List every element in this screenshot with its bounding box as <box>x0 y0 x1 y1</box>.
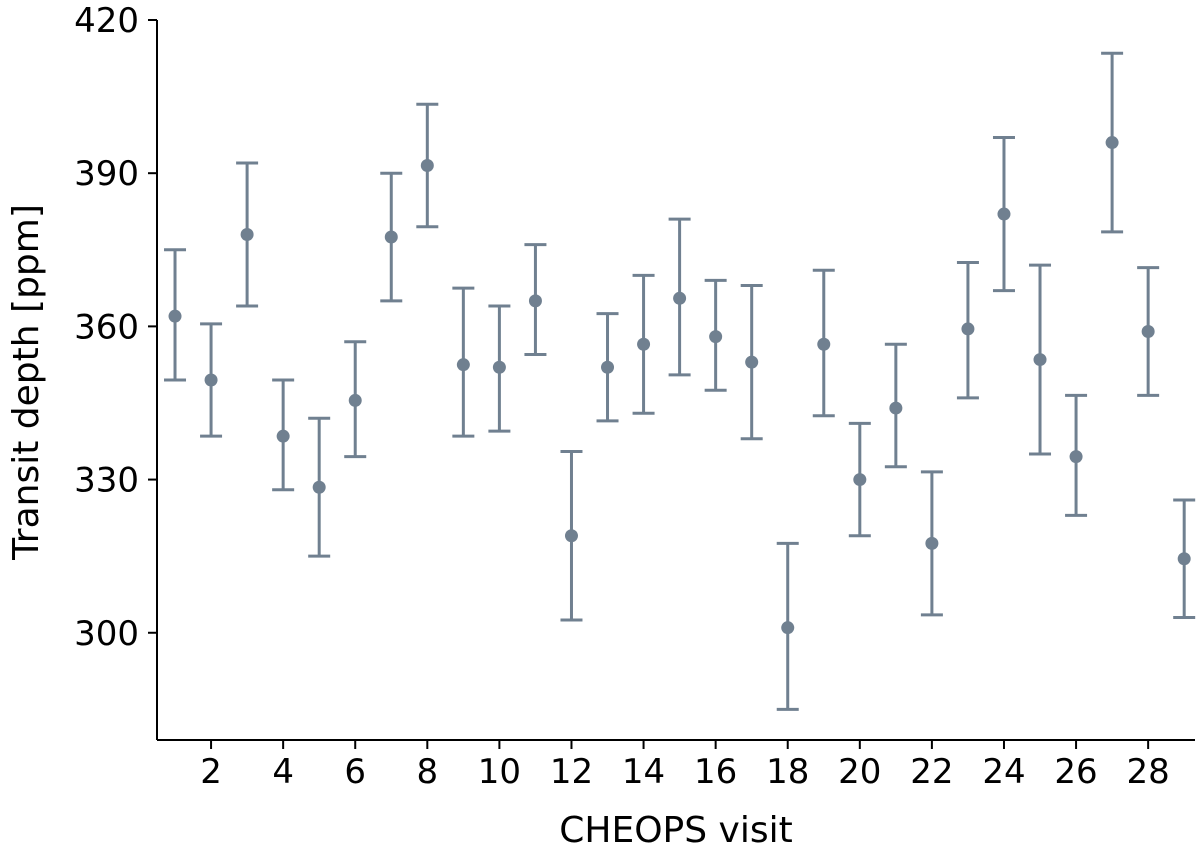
x-tick-label: 2 <box>200 752 222 792</box>
data-point-group <box>956 261 979 400</box>
x-tick-label: 18 <box>766 752 809 792</box>
data-point <box>492 360 506 374</box>
data-point <box>384 230 398 244</box>
data-point-group <box>1065 393 1088 517</box>
data-point <box>817 337 831 351</box>
y-axis-label: Transit depth [ppm] <box>6 204 47 561</box>
data-point-group <box>1137 266 1160 397</box>
data-point-group <box>776 541 799 711</box>
data-point-group <box>1029 263 1052 456</box>
data-point <box>168 309 182 323</box>
data-point-group <box>488 304 511 433</box>
x-tick-label: 10 <box>478 752 521 792</box>
y-tick-label: 420 <box>74 1 139 41</box>
x-tick-label: 26 <box>1054 752 1097 792</box>
x-axis-label: CHEOPS visit <box>559 810 792 847</box>
data-point <box>1141 324 1155 338</box>
data-point-group <box>416 102 439 229</box>
data-point-group <box>236 161 259 308</box>
data-point-group <box>1101 51 1124 234</box>
x-tick-label: 24 <box>982 752 1025 792</box>
data-point-group <box>272 378 295 492</box>
y-tick-label: 390 <box>74 154 139 194</box>
data-point-group <box>992 135 1015 293</box>
data-point <box>673 291 687 305</box>
data-point <box>528 294 542 308</box>
y-tick-label: 300 <box>74 614 139 654</box>
data-point-group <box>632 273 655 415</box>
data-point <box>745 355 759 369</box>
data-point <box>709 330 723 344</box>
data-point-group <box>308 416 331 558</box>
axes <box>156 20 1195 741</box>
data-point <box>997 207 1011 221</box>
x-tick-label: 22 <box>910 752 953 792</box>
data-point <box>637 337 651 351</box>
data-point <box>1177 552 1191 566</box>
x-tick-label: 12 <box>550 752 593 792</box>
y-tick-label: 330 <box>74 461 139 501</box>
x-tick-label: 6 <box>344 752 366 792</box>
data-point <box>601 360 615 374</box>
data-point-group <box>740 284 763 441</box>
data-point <box>889 401 903 415</box>
data-point <box>853 473 867 487</box>
data-point <box>925 536 939 550</box>
data-point-group <box>920 470 943 617</box>
data-point <box>276 429 290 443</box>
data-point <box>204 373 218 387</box>
plot-area <box>164 51 1196 711</box>
x-tick-label: 4 <box>272 752 294 792</box>
data-point <box>420 159 434 173</box>
data-point-group <box>704 278 727 392</box>
data-point <box>961 322 975 336</box>
data-point-group <box>452 286 475 438</box>
data-point-group <box>884 342 907 469</box>
data-point <box>456 358 470 372</box>
x-tick-label: 28 <box>1127 752 1170 792</box>
data-point-group <box>164 248 187 382</box>
x-tick-label: 16 <box>694 752 737 792</box>
data-point-group <box>344 340 367 459</box>
data-point-group <box>1173 498 1196 619</box>
data-point-group <box>560 449 583 622</box>
data-point <box>240 227 254 241</box>
data-point-group <box>200 322 223 438</box>
data-point-group <box>668 217 691 377</box>
x-tick-label: 14 <box>622 752 665 792</box>
x-tick-label: 20 <box>838 752 881 792</box>
data-point-group <box>812 268 835 418</box>
data-point <box>1069 450 1083 464</box>
data-point-group <box>596 312 619 423</box>
data-point-group <box>524 243 547 356</box>
x-tick-label: 8 <box>416 752 438 792</box>
data-point <box>781 621 795 635</box>
data-point-group <box>380 171 403 303</box>
data-point <box>1105 136 1119 150</box>
data-point <box>312 480 326 494</box>
y-tick-label: 360 <box>74 307 139 347</box>
data-point-group <box>848 421 871 538</box>
data-point <box>564 529 578 543</box>
data-point <box>1033 353 1047 367</box>
data-point <box>348 393 362 407</box>
